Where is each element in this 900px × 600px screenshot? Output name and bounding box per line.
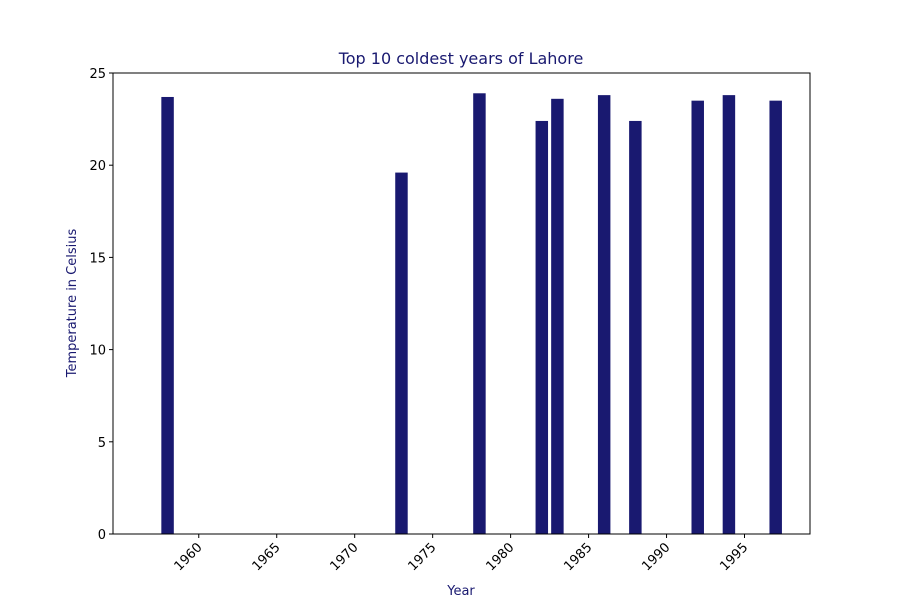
bar-1992: [691, 100, 704, 534]
bar-1982: [535, 120, 549, 534]
bar-1958: [161, 96, 174, 535]
bar-1986: [597, 95, 611, 535]
y-tick-label: 5: [98, 436, 106, 451]
chart-title: Top 10 coldest years of Lahore: [338, 49, 584, 68]
x-tick-label: 1985: [561, 540, 595, 574]
x-tick-label: 1995: [717, 540, 751, 574]
x-axis-label: Year: [446, 584, 475, 599]
y-tick-label: 25: [89, 67, 106, 82]
y-axis-label: Temperature in Celsius: [65, 229, 80, 379]
plot-frame: [112, 72, 811, 535]
bar-1978: [473, 93, 486, 534]
x-tick-label: 1960: [172, 540, 206, 574]
y-tick-label: 0: [98, 528, 106, 543]
y-tick-label: 15: [89, 251, 106, 266]
x-tick-label: 1970: [328, 540, 362, 574]
bar-1994: [722, 95, 736, 535]
x-tick-label: 1990: [639, 540, 673, 574]
bar-1988: [629, 120, 642, 534]
bar-1997: [769, 100, 782, 534]
x-tick-label: 1980: [483, 540, 517, 574]
y-tick-label: 10: [89, 344, 106, 359]
bar-1973: [395, 172, 408, 535]
x-axis: 1960 1965 1970 1975 1980 1985 1990 1995: [172, 534, 751, 574]
y-tick-label: 20: [89, 159, 106, 174]
y-axis: 0 5 10 15 20 25: [89, 67, 113, 543]
x-tick-label: 1975: [405, 540, 439, 574]
bar-1983: [551, 98, 564, 534]
bars-group: [161, 93, 782, 535]
x-tick-label: 1965: [250, 540, 284, 574]
